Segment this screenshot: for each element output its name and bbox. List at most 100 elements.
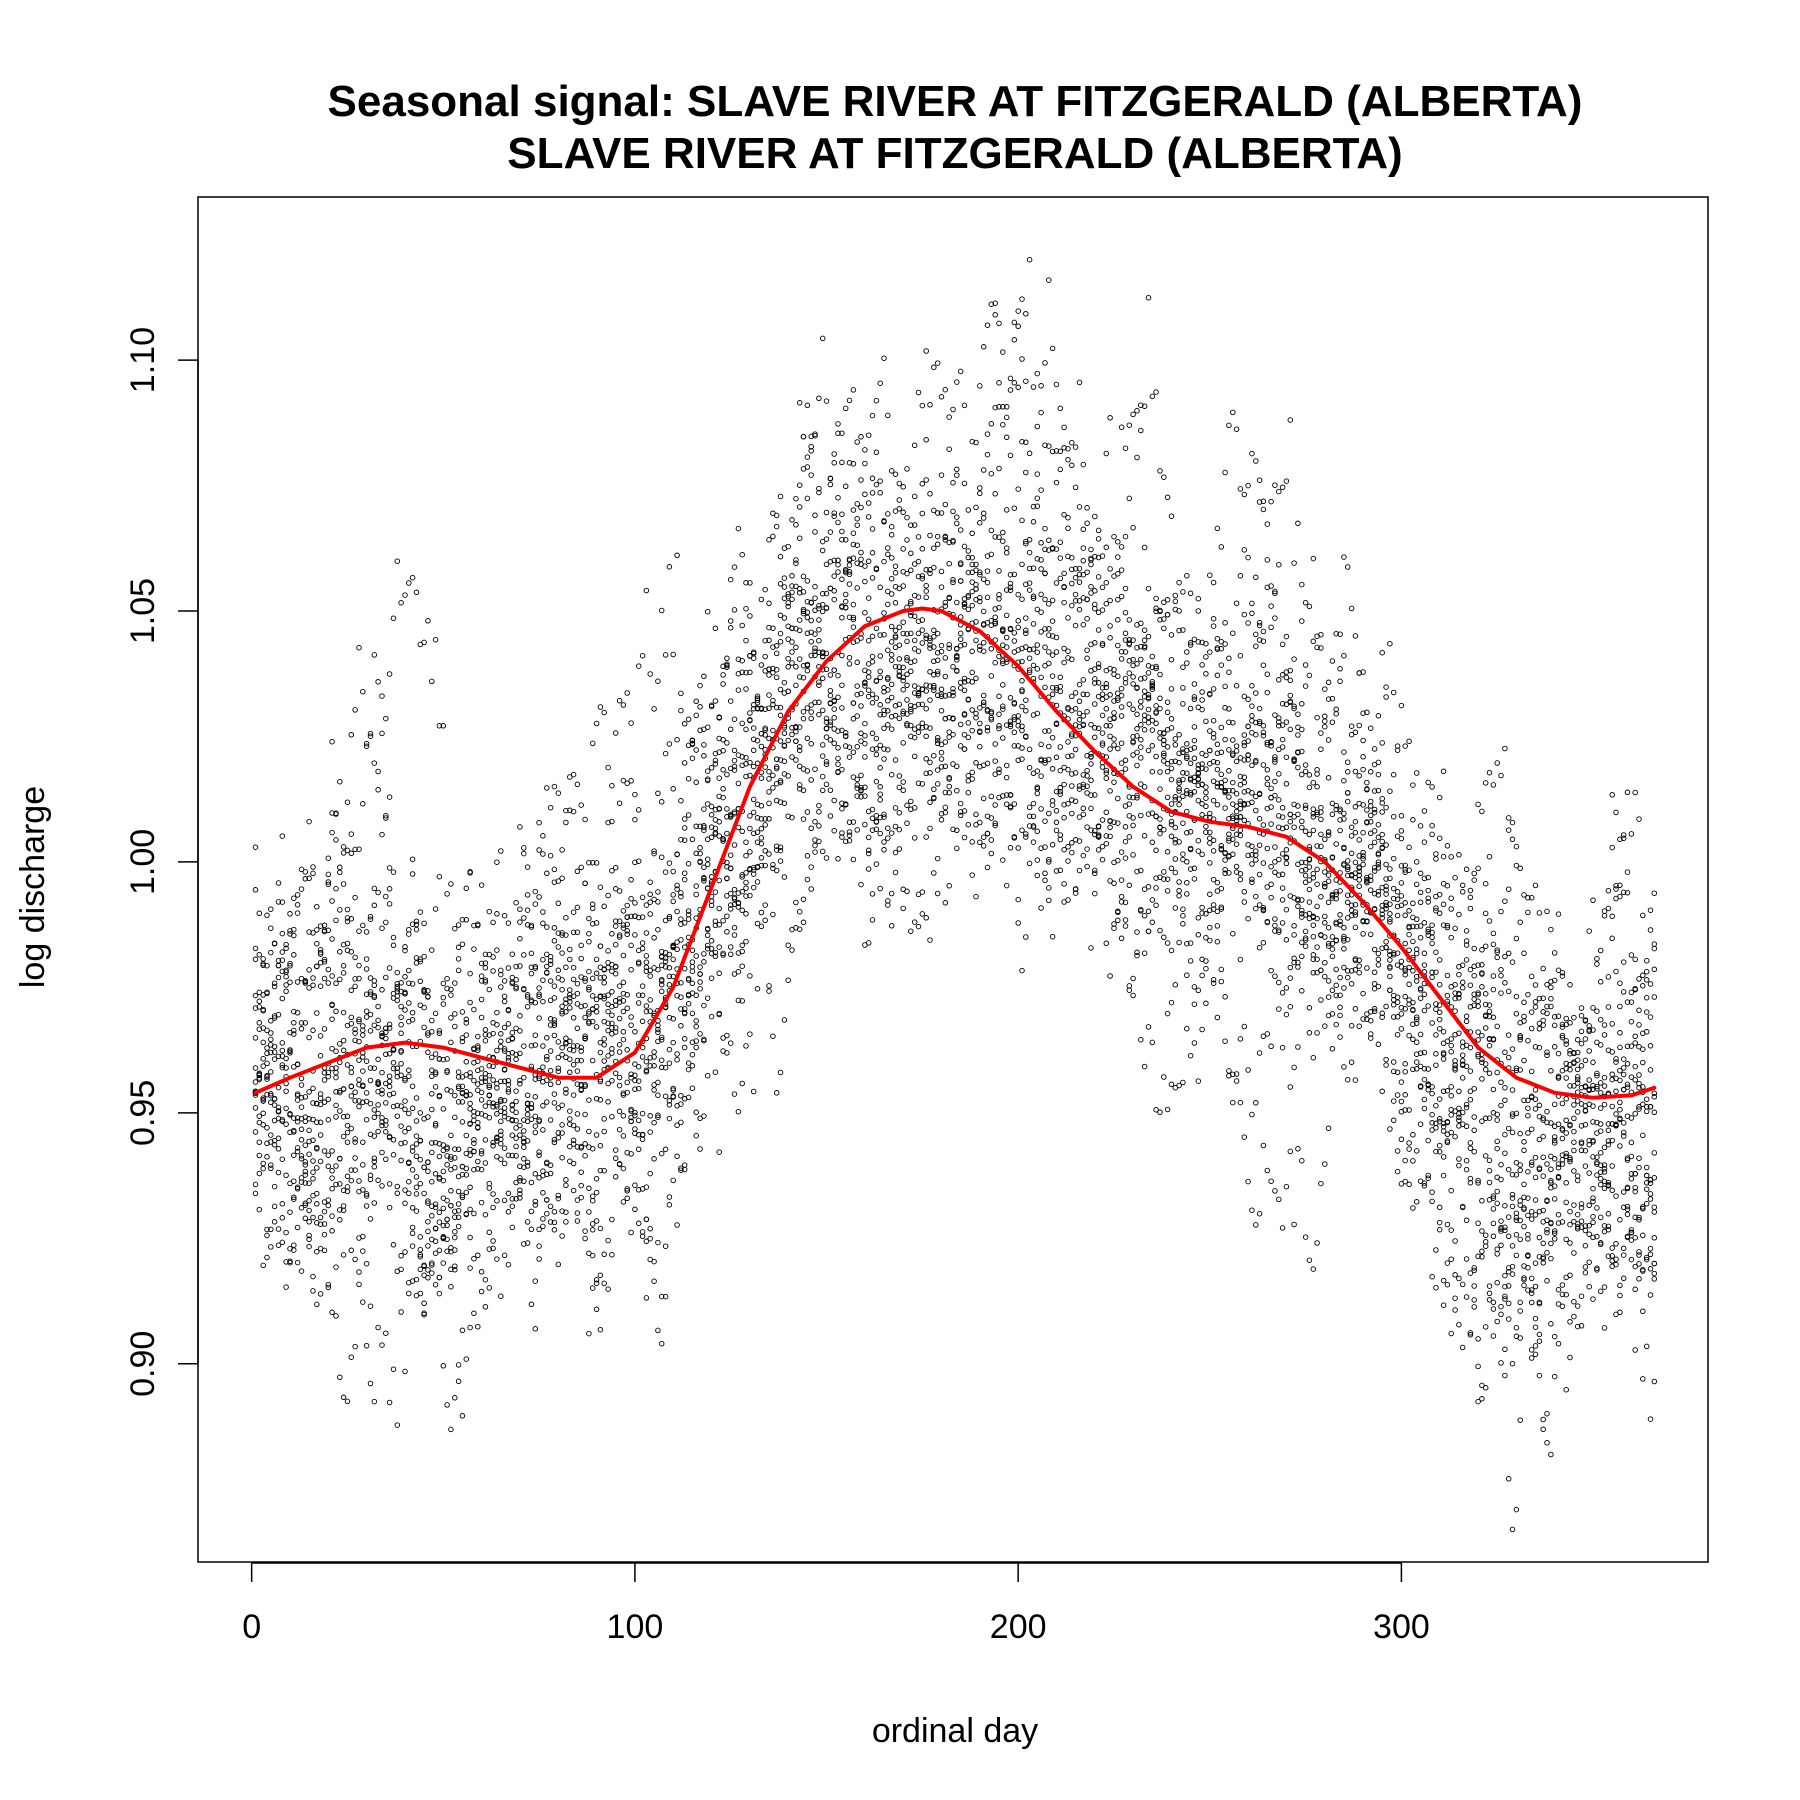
data-point <box>980 639 987 646</box>
data-point <box>877 742 883 749</box>
data-point <box>727 576 734 583</box>
data-point <box>1015 618 1021 624</box>
data-point <box>425 1275 431 1281</box>
data-point <box>532 901 539 907</box>
data-point <box>1352 1077 1359 1083</box>
data-point <box>643 1058 650 1065</box>
data-point <box>632 1130 638 1137</box>
data-point <box>1057 405 1064 412</box>
data-point <box>363 956 370 962</box>
data-point <box>996 711 1002 717</box>
data-point <box>1042 818 1048 824</box>
data-point <box>793 560 799 566</box>
data-point <box>1609 935 1615 942</box>
data-point <box>498 1118 504 1125</box>
data-point <box>1187 777 1194 783</box>
data-point <box>1184 753 1190 760</box>
data-point <box>1364 786 1370 792</box>
data-point <box>911 805 918 811</box>
data-point <box>1624 789 1631 796</box>
data-point <box>501 1113 508 1120</box>
data-point <box>1256 815 1263 822</box>
data-point <box>1141 950 1148 956</box>
data-point <box>957 809 964 815</box>
data-point <box>589 1285 596 1291</box>
data-point <box>731 842 738 848</box>
data-point <box>406 1160 412 1167</box>
data-point <box>1582 1227 1589 1234</box>
data-point <box>513 985 519 992</box>
data-point <box>486 951 493 958</box>
data-point <box>1134 868 1140 875</box>
data-point <box>1276 488 1282 495</box>
data-point <box>363 991 370 997</box>
data-point <box>1567 982 1573 988</box>
data-point <box>892 563 899 569</box>
data-point <box>1291 959 1297 966</box>
data-point <box>1344 769 1351 775</box>
data-point <box>344 799 351 805</box>
data-point <box>593 1280 600 1286</box>
data-point <box>524 1111 531 1118</box>
data-point <box>540 1190 546 1196</box>
data-point <box>1134 726 1140 732</box>
data-point <box>1226 422 1232 429</box>
data-point <box>704 861 711 868</box>
data-point <box>459 1038 466 1045</box>
data-point <box>1329 953 1336 960</box>
data-point <box>1279 851 1286 857</box>
data-point <box>1095 664 1102 671</box>
data-point <box>363 929 370 935</box>
data-point <box>1325 978 1332 984</box>
data-point <box>1329 811 1336 818</box>
data-point <box>609 1113 615 1120</box>
data-point <box>1118 740 1125 746</box>
data-point <box>969 769 975 776</box>
data-point <box>1341 777 1347 784</box>
data-point <box>961 687 968 694</box>
data-point <box>402 1200 408 1207</box>
data-point <box>869 827 876 833</box>
data-point <box>1337 817 1343 823</box>
data-point <box>1417 889 1424 896</box>
data-point <box>1486 1115 1493 1121</box>
data-point <box>689 1010 696 1017</box>
data-point <box>1042 360 1048 366</box>
data-point <box>992 606 998 612</box>
data-point <box>858 556 864 562</box>
data-point <box>383 715 389 722</box>
data-point <box>1525 1097 1531 1104</box>
data-point <box>996 766 1002 773</box>
data-point <box>1222 736 1228 743</box>
data-point <box>977 720 983 727</box>
data-point <box>1088 761 1094 767</box>
data-point <box>1168 865 1175 872</box>
data-point <box>946 883 952 889</box>
data-point <box>1613 1193 1619 1199</box>
data-point <box>1387 957 1393 963</box>
data-point <box>1069 783 1075 789</box>
data-point <box>425 1243 431 1249</box>
data-point <box>1042 870 1048 877</box>
data-point <box>1425 895 1431 901</box>
data-point <box>1513 935 1520 942</box>
data-point <box>283 982 289 988</box>
data-point <box>1643 1096 1650 1102</box>
data-point <box>1095 609 1102 616</box>
data-point <box>950 479 956 486</box>
data-point <box>750 763 757 770</box>
data-point <box>1563 1038 1569 1044</box>
data-point <box>942 534 949 541</box>
data-point <box>816 617 822 623</box>
data-point <box>858 504 864 511</box>
data-point <box>1237 813 1244 820</box>
data-point <box>268 1092 274 1099</box>
data-point <box>908 567 914 574</box>
data-point <box>1536 1338 1543 1344</box>
data-point <box>1065 753 1071 760</box>
data-point <box>306 1034 312 1041</box>
data-point <box>1325 878 1332 884</box>
data-point <box>643 1069 650 1075</box>
data-point <box>923 756 929 762</box>
data-point <box>701 806 707 812</box>
